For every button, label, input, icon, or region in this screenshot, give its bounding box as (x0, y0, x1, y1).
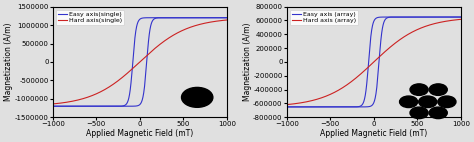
Circle shape (400, 96, 418, 107)
Hard axis (array) (458, 18, 464, 20)
Line: Hard axis (array): Hard axis (array) (287, 19, 461, 105)
Hard axis (array) (369, 63, 374, 65)
Easy axis (array) (293, 106, 299, 108)
Easy axis (array) (458, 16, 464, 18)
Legend: Easy axis(single), Hard axis(single): Easy axis(single), Hard axis(single) (56, 10, 124, 25)
Easy axis (array) (369, 31, 374, 33)
Circle shape (410, 84, 428, 95)
Hard axis(single) (224, 19, 229, 21)
Hard axis (array) (453, 19, 459, 21)
Hard axis(single) (187, 27, 192, 28)
Easy axis(single) (135, 23, 140, 25)
Y-axis label: Magnetization (A/m): Magnetization (A/m) (4, 23, 13, 101)
Easy axis(single) (196, 17, 202, 19)
Hard axis(single) (50, 103, 55, 105)
Easy axis (array) (453, 16, 459, 18)
Circle shape (429, 84, 447, 95)
X-axis label: Applied Magnetic Field (mT): Applied Magnetic Field (mT) (86, 129, 193, 138)
Easy axis(single) (219, 17, 225, 19)
Easy axis (array) (421, 16, 427, 18)
Easy axis (array) (432, 16, 438, 18)
Easy axis(single) (187, 17, 192, 19)
Line: Easy axis(single): Easy axis(single) (53, 18, 227, 106)
Hard axis(single) (219, 20, 225, 21)
Easy axis(single) (219, 17, 225, 19)
Easy axis (array) (364, 82, 370, 84)
Hard axis(single) (130, 68, 136, 69)
X-axis label: Applied Magnetic Field (mT): Applied Magnetic Field (mT) (320, 129, 428, 138)
Hard axis (array) (284, 104, 290, 106)
Easy axis(single) (50, 105, 55, 107)
Easy axis (array) (284, 106, 290, 108)
Easy axis(single) (224, 17, 229, 19)
Hard axis(single) (59, 102, 64, 104)
Circle shape (429, 107, 447, 119)
Easy axis(single) (59, 105, 64, 107)
Circle shape (438, 96, 456, 107)
Line: Easy axis (array): Easy axis (array) (287, 17, 461, 107)
Hard axis (array) (364, 68, 370, 69)
Circle shape (419, 96, 437, 107)
Hard axis (array) (453, 19, 458, 21)
Circle shape (410, 107, 428, 119)
Y-axis label: Magnetization (A/m): Magnetization (A/m) (243, 23, 252, 101)
Hard axis (array) (421, 26, 427, 28)
Line: Hard axis(single): Hard axis(single) (53, 20, 227, 104)
Easy axis (array) (453, 16, 459, 18)
Hard axis (array) (293, 103, 299, 105)
Circle shape (182, 87, 213, 107)
Hard axis(single) (135, 63, 140, 65)
Legend: Easy axis (array), Hard axis (array): Easy axis (array), Hard axis (array) (290, 10, 358, 25)
Hard axis(single) (219, 20, 225, 21)
Easy axis(single) (130, 62, 136, 63)
